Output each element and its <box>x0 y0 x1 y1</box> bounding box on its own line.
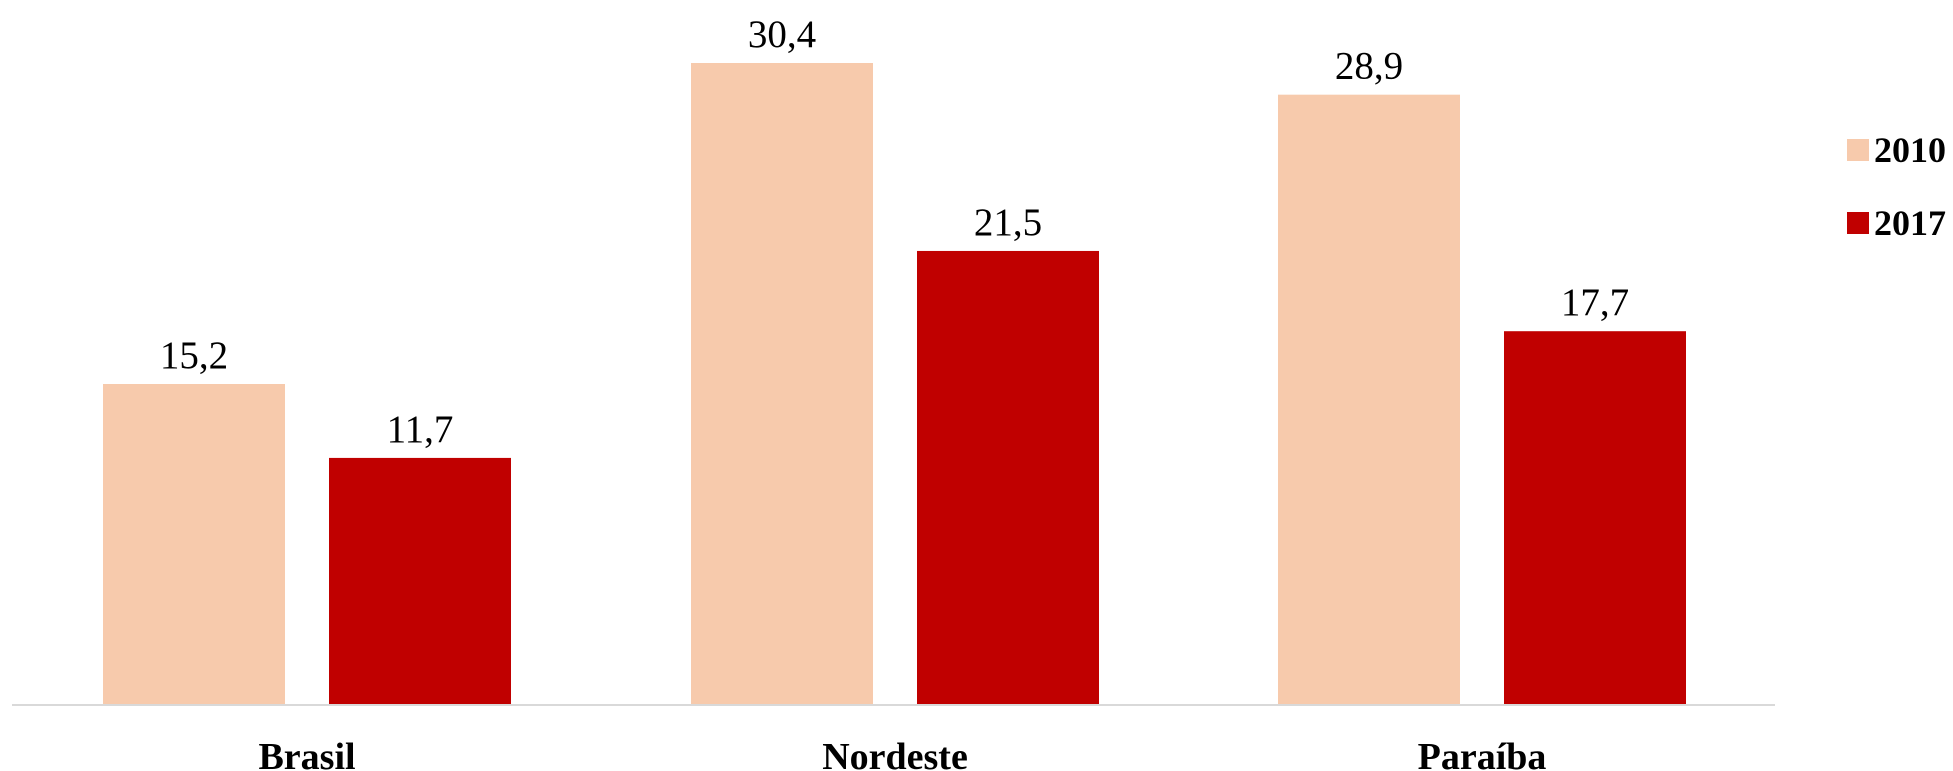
value-labels-layer: 15,2 11,7 30,4 21,5 28,9 17,7 <box>160 13 1629 451</box>
bar-nordeste-2010 <box>691 63 873 705</box>
bar-paraiba-2017 <box>1504 331 1686 705</box>
legend-label-2017: 2017 <box>1874 203 1946 243</box>
category-label-paraiba: Paraíba <box>1418 736 1547 771</box>
bar-brasil-2010 <box>103 384 285 705</box>
value-label-brasil-2010: 15,2 <box>160 334 228 377</box>
legend-label-2010: 2010 <box>1874 130 1946 170</box>
bar-brasil-2017 <box>329 457 511 705</box>
legend-swatch-2017 <box>1847 212 1869 234</box>
category-label-nordeste: Nordeste <box>822 736 968 771</box>
value-label-paraiba-2010: 28,9 <box>1335 45 1403 88</box>
legend-swatch-2010 <box>1847 139 1869 161</box>
bar-nordeste-2017 <box>917 250 1099 705</box>
category-label-brasil: Brasil <box>258 736 355 771</box>
value-label-brasil-2017: 11,7 <box>387 408 454 451</box>
value-label-nordeste-2010: 30,4 <box>748 13 816 56</box>
bars-layer <box>103 63 1686 706</box>
category-labels-layer: Brasil Nordeste Paraíba <box>258 736 1546 771</box>
legend: 2010 2017 <box>1847 130 1946 243</box>
value-label-paraiba-2017: 17,7 <box>1561 281 1629 324</box>
value-label-nordeste-2017: 21,5 <box>974 201 1042 244</box>
bar-paraiba-2010 <box>1278 94 1460 706</box>
